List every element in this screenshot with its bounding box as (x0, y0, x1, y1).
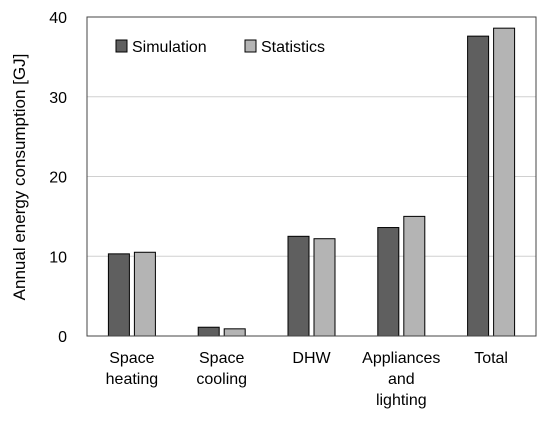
y-tick-label: 30 (49, 90, 67, 107)
x-category-label: lighting (376, 392, 427, 409)
bar-statistics (403, 215, 426, 337)
x-category-label: heating (106, 371, 159, 388)
x-category-label: Space (109, 350, 154, 367)
axes (86, 16, 537, 337)
bar-simulation (467, 35, 490, 337)
y-tick-label: 20 (49, 170, 67, 187)
x-category-label: Space (199, 350, 244, 367)
bar-statistics (493, 27, 516, 337)
y-tick-label: 40 (49, 10, 67, 27)
bars (107, 27, 516, 337)
legend-swatch (244, 39, 257, 53)
bar-simulation (377, 227, 400, 337)
legend-swatch (115, 39, 128, 53)
y-axis-title: Annual energy consumption [GJ] (10, 54, 29, 301)
y-tick-label: 10 (49, 249, 67, 266)
y-tick-labels: 0 10 20 30 40 (49, 10, 67, 346)
bar-statistics (223, 328, 246, 337)
bar-simulation (287, 235, 310, 337)
x-category-label: cooling (196, 371, 247, 388)
legend-label: Simulation (132, 39, 207, 56)
bar-simulation (107, 253, 130, 337)
legend: Simulation Statistics (115, 39, 325, 56)
x-category-label: and (388, 371, 415, 388)
x-category-label: DHW (292, 350, 331, 367)
x-category-label: Total (474, 350, 508, 367)
y-tick-label: 0 (58, 329, 67, 346)
x-category-labels: Space heating Space cooling DHW Appliances and… (106, 350, 508, 409)
bar-simulation (197, 326, 220, 337)
legend-label: Statistics (261, 39, 325, 56)
x-category-label: Appliances (362, 350, 440, 367)
plot-frame (86, 16, 537, 337)
bar-statistics (313, 238, 336, 337)
bar-statistics (133, 251, 156, 337)
